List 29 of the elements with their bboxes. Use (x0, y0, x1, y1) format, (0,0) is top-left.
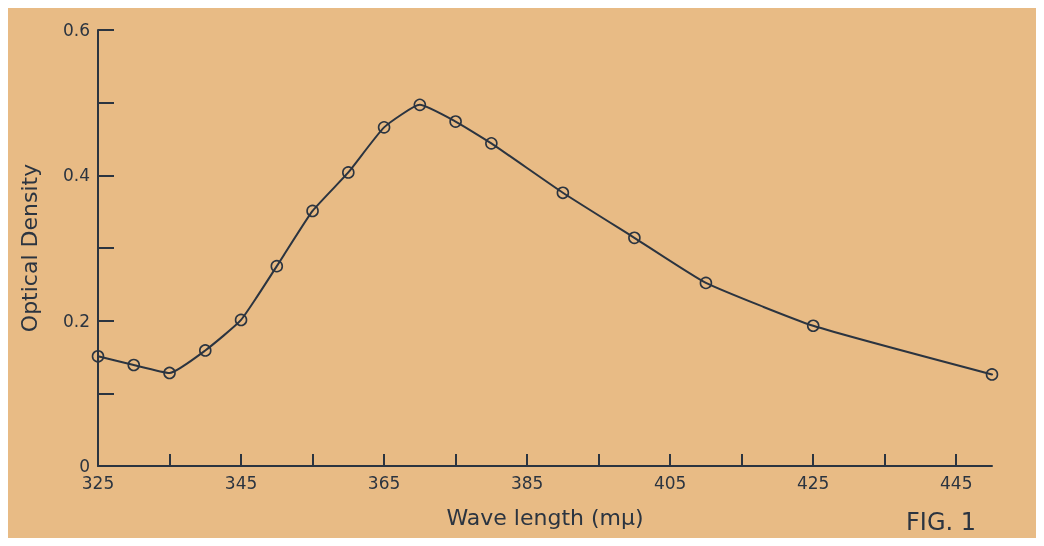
point (234, 313, 248, 327)
point (449, 115, 462, 128)
point (985, 368, 999, 381)
y-axis-title: Optical Density (16, 163, 42, 333)
x-tick-label: 365 (367, 472, 401, 493)
x-axis-title: Wave length (mμ) (446, 504, 644, 530)
point (377, 121, 391, 134)
point (342, 166, 355, 179)
caption: FIG. 1 (905, 508, 977, 536)
y-tick-label: 0.2 (62, 310, 90, 331)
point (270, 259, 284, 273)
point (628, 231, 641, 245)
point (556, 186, 570, 200)
point (91, 349, 105, 363)
x-tick-label: 385 (510, 472, 544, 493)
x-tick-label: 445 (940, 472, 973, 493)
point (485, 137, 498, 150)
point (413, 98, 427, 112)
x-tick-label: 345 (224, 472, 258, 493)
point (127, 358, 141, 372)
point (699, 276, 713, 290)
x-tick-label: 425 (796, 472, 830, 493)
point (163, 366, 176, 380)
y-tick-label: 0.4 (62, 165, 90, 186)
x-tick-label: 405 (653, 472, 687, 493)
point (806, 319, 820, 333)
point (198, 344, 212, 357)
point (306, 204, 319, 218)
y-tick-label: 0.6 (62, 20, 90, 40)
